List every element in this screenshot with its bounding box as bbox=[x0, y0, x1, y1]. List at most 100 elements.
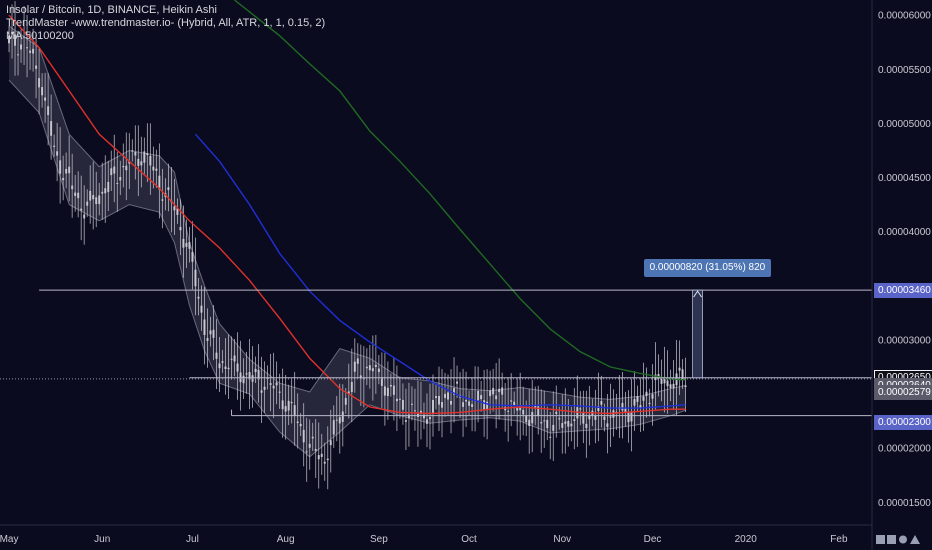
candle-body bbox=[182, 238, 185, 248]
candle-body bbox=[332, 420, 335, 435]
candle-body bbox=[356, 358, 359, 364]
candle-body bbox=[341, 411, 344, 422]
candle-body bbox=[194, 269, 197, 287]
candle-body bbox=[11, 31, 14, 34]
candle-body bbox=[8, 35, 11, 44]
candle-body bbox=[248, 372, 251, 380]
candle-body bbox=[224, 366, 227, 369]
candle-body bbox=[47, 106, 50, 116]
candle-body bbox=[350, 381, 353, 393]
candle-body bbox=[486, 401, 489, 411]
candle-body bbox=[642, 396, 645, 401]
candle-body bbox=[161, 199, 164, 201]
legend-symbol[interactable]: Insolar / Bitcoin, 1D, BINANCE, Heikin A… bbox=[6, 4, 217, 16]
candle-body bbox=[570, 423, 573, 427]
candle-body bbox=[230, 358, 233, 360]
time-tick-label: May bbox=[0, 534, 18, 545]
candle-body bbox=[519, 406, 522, 411]
price-tag: 0.00003460 bbox=[874, 282, 932, 298]
candle-body bbox=[152, 166, 155, 171]
time-tick-label: Jun bbox=[94, 534, 110, 545]
time-tick-label: Oct bbox=[461, 534, 477, 545]
candle-body bbox=[14, 34, 17, 46]
candle-body bbox=[552, 424, 555, 431]
candle-body bbox=[227, 367, 230, 370]
candle-body bbox=[347, 391, 350, 394]
candle-body bbox=[495, 395, 498, 400]
price-range-measure[interactable] bbox=[692, 289, 703, 379]
heikin-ashi-candles bbox=[8, 1, 687, 490]
candle-body bbox=[131, 150, 134, 152]
candle-body bbox=[660, 378, 663, 384]
candle-body bbox=[86, 201, 89, 206]
candle-body bbox=[471, 404, 474, 407]
candle-body bbox=[134, 151, 137, 156]
candle-body bbox=[254, 368, 257, 373]
candle-body bbox=[594, 415, 597, 420]
candle-body bbox=[431, 399, 434, 414]
tradingview-logo-icon[interactable] bbox=[876, 533, 926, 546]
candle-body bbox=[528, 419, 531, 426]
candle-body bbox=[380, 377, 383, 386]
candle-body bbox=[389, 384, 392, 387]
candle-body bbox=[567, 421, 570, 427]
candle-body bbox=[425, 419, 428, 424]
candle-body bbox=[269, 383, 272, 385]
band-fill bbox=[9, 26, 686, 457]
candle-body bbox=[110, 168, 113, 176]
time-tick-label: Dec bbox=[644, 534, 662, 545]
candle-body bbox=[546, 419, 549, 429]
candle-body bbox=[447, 392, 450, 400]
candle-body bbox=[549, 436, 552, 438]
candle-body bbox=[44, 97, 47, 101]
candle-body bbox=[633, 399, 636, 406]
price-tick-label: 0.00004000 bbox=[878, 227, 931, 238]
measure-arrow-icon bbox=[693, 290, 703, 298]
candle-body bbox=[359, 375, 362, 379]
candle-body bbox=[53, 145, 56, 147]
candle-body bbox=[50, 121, 53, 136]
candle-body bbox=[344, 397, 347, 405]
candle-body bbox=[149, 155, 152, 166]
candle-body bbox=[32, 48, 35, 54]
candle-body bbox=[377, 368, 380, 373]
candle-body bbox=[329, 440, 332, 446]
candle-body bbox=[588, 414, 591, 420]
candle-body bbox=[651, 394, 654, 399]
candle-body bbox=[669, 384, 672, 388]
candle-body bbox=[371, 368, 374, 372]
time-tick-label: Nov bbox=[553, 534, 571, 545]
price-tick-label: 0.00004500 bbox=[878, 173, 931, 184]
candle-body bbox=[74, 192, 77, 196]
candle-body bbox=[197, 296, 200, 299]
candle-body bbox=[468, 401, 471, 406]
candle-body bbox=[462, 402, 465, 407]
candle-body bbox=[146, 153, 149, 156]
legend-indicator[interactable]: TrendMaster -www.trendmaster.io- (Hybrid… bbox=[6, 17, 326, 29]
candle-body bbox=[558, 418, 561, 420]
candle-body bbox=[233, 355, 236, 362]
candle-body bbox=[62, 178, 65, 181]
candle-body bbox=[26, 47, 29, 49]
legend-moving-average[interactable]: MA 50100200 bbox=[6, 30, 74, 42]
candle-body bbox=[498, 388, 501, 393]
price-tick-label: 0.00006000 bbox=[878, 11, 931, 22]
candle-body bbox=[386, 387, 389, 397]
candle-body bbox=[492, 388, 495, 395]
candle-body bbox=[636, 396, 639, 402]
candle-body bbox=[326, 458, 329, 461]
candle-body bbox=[167, 187, 170, 191]
candle-body bbox=[101, 191, 104, 194]
candle-body bbox=[335, 419, 338, 421]
candle-body bbox=[684, 385, 687, 387]
candle-body bbox=[516, 406, 519, 411]
candle-body bbox=[59, 160, 62, 174]
candle-body bbox=[465, 399, 468, 402]
candle-body bbox=[41, 87, 44, 96]
candle-body bbox=[308, 443, 311, 448]
candle-body bbox=[68, 166, 71, 174]
candle-body bbox=[678, 367, 681, 371]
candle-body bbox=[203, 319, 206, 335]
